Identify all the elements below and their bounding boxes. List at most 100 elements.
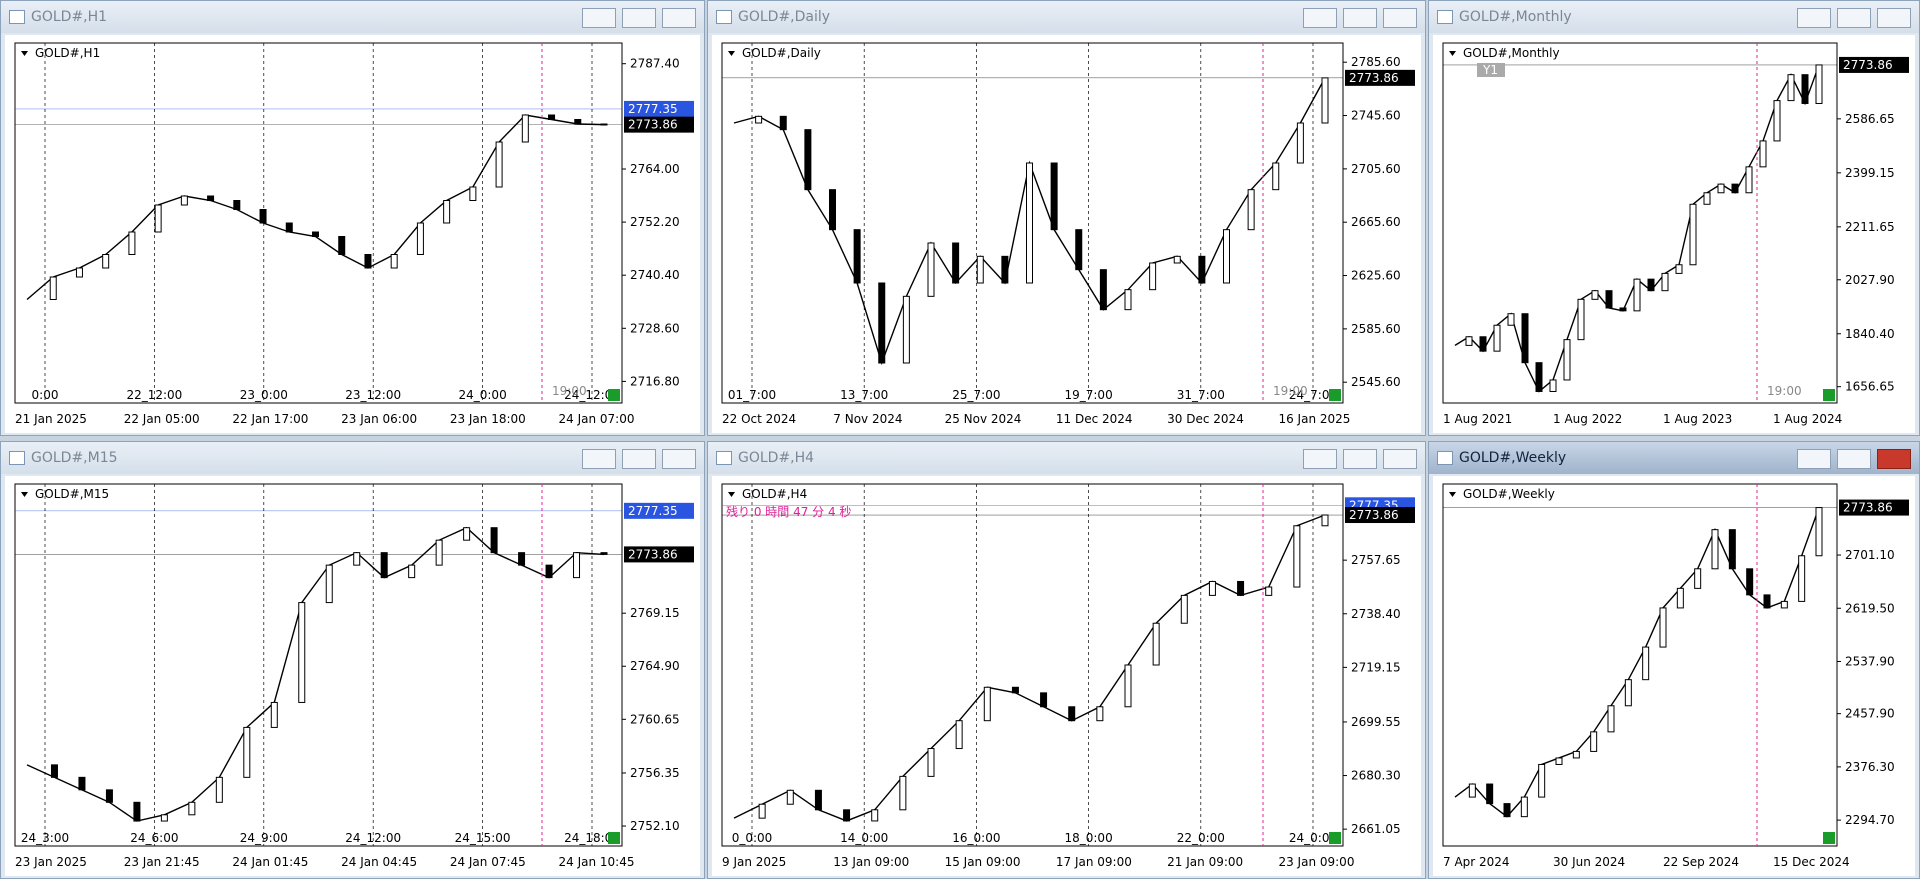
candle xyxy=(1717,183,1725,194)
y-tick-label: 2745.60 xyxy=(1351,109,1401,123)
close-button[interactable] xyxy=(662,449,696,469)
minimize-button[interactable] xyxy=(582,449,616,469)
window-title: GOLD#,H1 xyxy=(31,9,108,25)
time-label: 18_0:00 xyxy=(1064,831,1112,845)
date-label: 23 Jan 2025 xyxy=(15,855,87,869)
candle xyxy=(1798,555,1806,602)
chart-window[interactable]: GOLD#,Weekly GOLD#,Weekly 2701.10 2619.50 2… xyxy=(1428,441,1920,879)
y-tick-label: 2760.65 xyxy=(630,712,680,726)
candle xyxy=(1577,298,1585,341)
date-label: 1 Aug 2021 xyxy=(1443,412,1512,426)
date-label: 23 Jan 06:00 xyxy=(341,412,417,426)
plot-frame xyxy=(1442,42,1838,404)
candle xyxy=(1180,594,1188,624)
title-bar: GOLD#,H4 xyxy=(708,442,1425,474)
chart-window[interactable]: GOLD#,Monthly GOLD#,Monthly 2586.65 2399.1… xyxy=(1428,0,1920,436)
candle xyxy=(927,748,935,777)
close-button[interactable] xyxy=(1383,449,1417,469)
y-tick-label: 2701.10 xyxy=(1845,548,1895,562)
candle xyxy=(927,242,935,297)
minimize-button[interactable] xyxy=(1797,8,1831,28)
minimize-button[interactable] xyxy=(1797,449,1831,469)
chart-window[interactable]: GOLD#,H4 GOLD#,H4 2757.65 2738.40 2719.15 26… xyxy=(707,441,1426,879)
icon xyxy=(716,10,732,24)
candle xyxy=(1624,679,1632,707)
title-bar: GOLD#,Weekly xyxy=(1429,442,1919,474)
date-label: 22 Jan 05:00 xyxy=(124,412,200,426)
candle xyxy=(1237,580,1245,596)
close-button[interactable] xyxy=(662,8,696,28)
maximize-button[interactable] xyxy=(1343,8,1377,28)
minimize-button[interactable] xyxy=(1303,8,1337,28)
candle xyxy=(1001,255,1009,284)
chart: GOLD#,Monthly 2586.65 2399.15 2211.65 2027.9… xyxy=(1433,35,1915,433)
close-button[interactable] xyxy=(1383,8,1417,28)
minimize-button[interactable] xyxy=(582,8,616,28)
candle xyxy=(786,789,794,805)
y-tick-label: 2376.30 xyxy=(1845,760,1895,774)
candle xyxy=(180,195,188,206)
time-label: 0_0:00 xyxy=(732,831,773,845)
candle xyxy=(243,726,251,778)
maximize-button[interactable] xyxy=(1343,449,1377,469)
date-label: 15 Jan 09:00 xyxy=(945,855,1021,869)
y-tick-label: 2665.60 xyxy=(1351,215,1401,229)
candle xyxy=(1773,100,1781,142)
status-box xyxy=(608,389,620,401)
price-line-series xyxy=(26,526,605,822)
price-tag-label: 2777.35 xyxy=(628,102,678,116)
candle xyxy=(1535,362,1543,392)
maximize-button[interactable] xyxy=(622,8,656,28)
period-button-label: Y1 xyxy=(1482,63,1498,77)
clock: 19:00 xyxy=(1767,384,1802,398)
candle xyxy=(1607,705,1615,733)
label-arrow xyxy=(21,492,28,497)
candle xyxy=(1099,269,1107,311)
time-label: 24_18:00 xyxy=(564,831,620,845)
price-tag xyxy=(1839,56,1909,73)
candle xyxy=(521,114,529,143)
candle xyxy=(1555,757,1563,765)
date-label: 1 Aug 2023 xyxy=(1663,412,1732,426)
chart-window[interactable]: GOLD#,M15 GOLD#,M15 2769.15 2764.90 2760.65… xyxy=(0,441,705,879)
candle xyxy=(1296,122,1304,164)
candle xyxy=(49,276,57,300)
candle xyxy=(1563,339,1571,381)
y-tick-label: 2752.10 xyxy=(630,819,680,833)
candle xyxy=(758,803,766,819)
date-label: 22 Sep 2024 xyxy=(1663,855,1739,869)
maximize-button[interactable] xyxy=(622,449,656,469)
candle xyxy=(1124,289,1132,311)
close-button[interactable] xyxy=(1877,8,1911,28)
candle xyxy=(1011,686,1019,694)
close-button[interactable] xyxy=(1877,449,1911,469)
y-tick-label: 2705.60 xyxy=(1351,162,1401,176)
candle xyxy=(976,255,984,284)
maximize-button[interactable] xyxy=(1837,449,1871,469)
background xyxy=(5,35,700,433)
time-label: 24_0:00 xyxy=(1289,831,1337,845)
minimize-button[interactable] xyxy=(1303,449,1337,469)
price-tag-label: 2777.35 xyxy=(628,504,678,518)
candle xyxy=(829,189,836,231)
date-label: 17 Jan 09:00 xyxy=(1056,855,1132,869)
candle xyxy=(408,564,416,579)
candle xyxy=(188,801,196,816)
chart-window[interactable]: GOLD#,H1 GOLD#,H1 2787.40 2764.00 2752.20 27… xyxy=(0,0,705,436)
candle xyxy=(1759,140,1767,168)
title-bar: GOLD#,M15 xyxy=(1,442,704,474)
y-tick-label: 2752.20 xyxy=(630,215,680,229)
candle xyxy=(952,242,960,284)
candle xyxy=(1152,622,1160,666)
maximize-button[interactable] xyxy=(1837,8,1871,28)
y-tick-label: 2211.65 xyxy=(1845,220,1895,234)
candle xyxy=(574,119,582,125)
background xyxy=(5,476,700,876)
candle xyxy=(1247,189,1255,231)
window-title: GOLD#,Monthly xyxy=(1459,9,1572,25)
candle xyxy=(1731,183,1739,194)
candle xyxy=(1675,264,1683,274)
chart-window[interactable]: GOLD#,Daily GOLD#,Daily 2785.60 2745.60 270… xyxy=(707,0,1426,436)
background xyxy=(712,35,1421,433)
chart-label: GOLD#,Weekly xyxy=(1463,487,1555,501)
